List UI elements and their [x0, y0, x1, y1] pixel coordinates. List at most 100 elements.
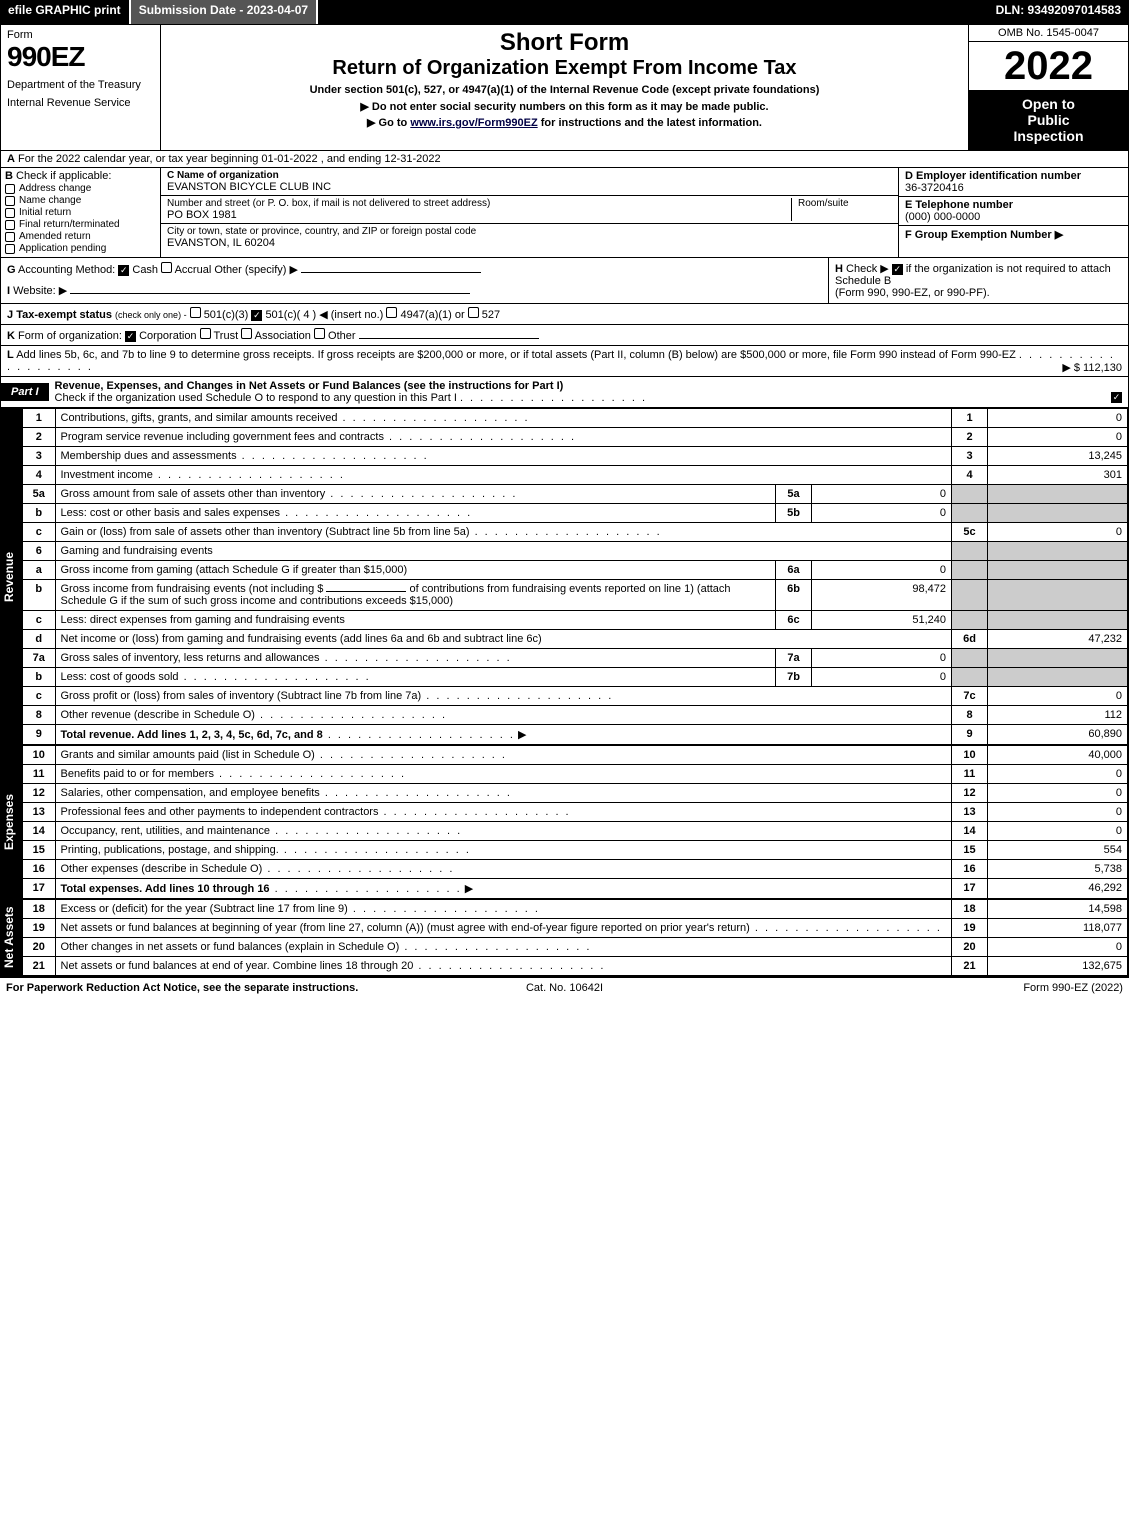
l6c-subval: 51,240	[812, 611, 952, 630]
line-9: 9 Total revenue. Add lines 1, 2, 3, 4, 5…	[23, 725, 1128, 745]
l12-num: 12	[23, 784, 55, 803]
label-j: J	[7, 309, 13, 321]
subtitle: Under section 501(c), 527, or 4947(a)(1)…	[167, 84, 962, 96]
chk-cash[interactable]: ✓	[118, 265, 129, 276]
efile-print-button[interactable]: efile GRAPHIC print	[0, 0, 131, 24]
l6b-sub: 6b	[776, 580, 812, 611]
l7c-amt: 0	[988, 687, 1128, 706]
l17-amt: 46,292	[988, 879, 1128, 899]
chk-other[interactable]	[314, 328, 325, 339]
l-text: Add lines 5b, 6c, and 7b to line 9 to de…	[16, 349, 1016, 361]
l5a-grey2	[988, 485, 1128, 504]
l6b-grey2	[988, 580, 1128, 611]
chk-schedule-o[interactable]: ✓	[1111, 392, 1122, 403]
sidelabel-revenue: Revenue	[1, 408, 23, 745]
l19-desc: Net assets or fund balances at beginning…	[61, 922, 750, 934]
col-b-hdr: Check if applicable:	[16, 170, 111, 182]
chk-initial-return[interactable]	[5, 208, 15, 218]
line-7a: 7a Gross sales of inventory, less return…	[23, 649, 1128, 668]
page-footer: For Paperwork Reduction Act Notice, see …	[0, 977, 1129, 998]
sidelabel-expenses: Expenses	[1, 745, 23, 899]
k-assoc: Association	[255, 330, 311, 342]
row-a-text: For the 2022 calendar year, or tax year …	[18, 153, 441, 165]
l5a-grey1	[952, 485, 988, 504]
g-accrual: Accrual	[175, 264, 212, 276]
inspect-2: Public	[973, 112, 1124, 128]
l17-desc: Total expenses. Add lines 10 through 16	[61, 883, 270, 895]
l7b-subval: 0	[812, 668, 952, 687]
l15-desc: Printing, publications, postage, and shi…	[61, 844, 279, 856]
l1-desc: Contributions, gifts, grants, and simila…	[61, 412, 338, 424]
l4-num: 4	[23, 466, 55, 485]
chk-4947[interactable]	[386, 307, 397, 318]
submission-date-button[interactable]: Submission Date - 2023-04-07	[131, 0, 318, 24]
l6d-desc: Net income or (loss) from gaming and fun…	[61, 633, 542, 645]
line-1: 1 Contributions, gifts, grants, and simi…	[23, 409, 1128, 428]
l7c-num: c	[23, 687, 55, 706]
label-k: K	[7, 330, 15, 342]
l4-desc: Investment income	[61, 469, 153, 481]
chk-corp[interactable]: ✓	[125, 331, 136, 342]
l7a-sub: 7a	[776, 649, 812, 668]
l11-rnum: 11	[952, 765, 988, 784]
i-website-input[interactable]	[70, 293, 470, 294]
chk-trust[interactable]	[200, 328, 211, 339]
line-4: 4 Investment income 4 301	[23, 466, 1128, 485]
h-text2: (Form 990, 990-EZ, or 990-PF).	[835, 287, 1122, 299]
chk-assoc[interactable]	[241, 328, 252, 339]
l9-rnum: 9	[952, 725, 988, 745]
l5b-num: b	[23, 504, 55, 523]
line-6a: a Gross income from gaming (attach Sched…	[23, 561, 1128, 580]
j-text: Tax-exempt status	[16, 309, 112, 321]
instr-ssn: ▶ Do not enter social security numbers o…	[167, 100, 962, 113]
l17-rnum: 17	[952, 879, 988, 899]
l21-amt: 132,675	[988, 957, 1128, 976]
chk-name-change[interactable]	[5, 196, 15, 206]
k-text: Form of organization:	[18, 330, 122, 342]
chk-501c4[interactable]: ✓	[251, 310, 262, 321]
instr-goto-post: for instructions and the latest informat…	[538, 117, 762, 129]
l20-num: 20	[23, 938, 55, 957]
chk-address-change[interactable]	[5, 184, 15, 194]
k-other: Other	[328, 330, 356, 342]
chk-accrual[interactable]	[161, 262, 172, 273]
l9-amt: 60,890	[988, 725, 1128, 745]
sidelabel-netassets: Net Assets	[1, 899, 23, 976]
instr-goto: ▶ Go to www.irs.gov/Form990EZ for instru…	[167, 116, 962, 129]
l11-desc: Benefits paid to or for members	[61, 768, 214, 780]
chk-final-return[interactable]	[5, 220, 15, 230]
chk-527[interactable]	[468, 307, 479, 318]
l5b-sub: 5b	[776, 504, 812, 523]
c-room-lbl: Room/suite	[792, 198, 892, 221]
part1-checknote: Check if the organization used Schedule …	[55, 392, 457, 404]
label-l: L	[7, 349, 14, 361]
l15-rnum: 15	[952, 841, 988, 860]
l6b-blank[interactable]	[326, 591, 406, 592]
lbl-address-change: Address change	[19, 183, 91, 194]
chk-amended-return[interactable]	[5, 232, 15, 242]
l13-desc: Professional fees and other payments to …	[61, 806, 379, 818]
d-val: 36-3720416	[905, 182, 1122, 194]
l5a-subval: 0	[812, 485, 952, 504]
chk-h[interactable]: ✓	[892, 264, 903, 275]
open-to-public: Open to Public Inspection	[969, 90, 1128, 150]
g-other-input[interactable]	[301, 272, 481, 273]
label-a: A	[7, 153, 15, 165]
l14-num: 14	[23, 822, 55, 841]
row-gh: G Accounting Method: ✓ Cash Accrual Othe…	[1, 258, 1128, 304]
k-other-input[interactable]	[359, 338, 539, 339]
irs-link[interactable]: www.irs.gov/Form990EZ	[410, 117, 537, 129]
lbl-application-pending: Application pending	[19, 243, 106, 254]
l5c-rnum: 5c	[952, 523, 988, 542]
c-street-lbl: Number and street (or P. O. box, if mail…	[167, 198, 785, 209]
j-hint: (check only one) -	[115, 310, 187, 320]
chk-application-pending[interactable]	[5, 244, 15, 254]
lbl-amended-return: Amended return	[19, 231, 91, 242]
l5c-desc: Gain or (loss) from sale of assets other…	[61, 526, 470, 538]
chk-501c3[interactable]	[190, 307, 201, 318]
l7b-grey1	[952, 668, 988, 687]
line-8: 8 Other revenue (describe in Schedule O)…	[23, 706, 1128, 725]
l13-amt: 0	[988, 803, 1128, 822]
k-corp: Corporation	[139, 330, 196, 342]
l6b-num: b	[23, 580, 55, 611]
